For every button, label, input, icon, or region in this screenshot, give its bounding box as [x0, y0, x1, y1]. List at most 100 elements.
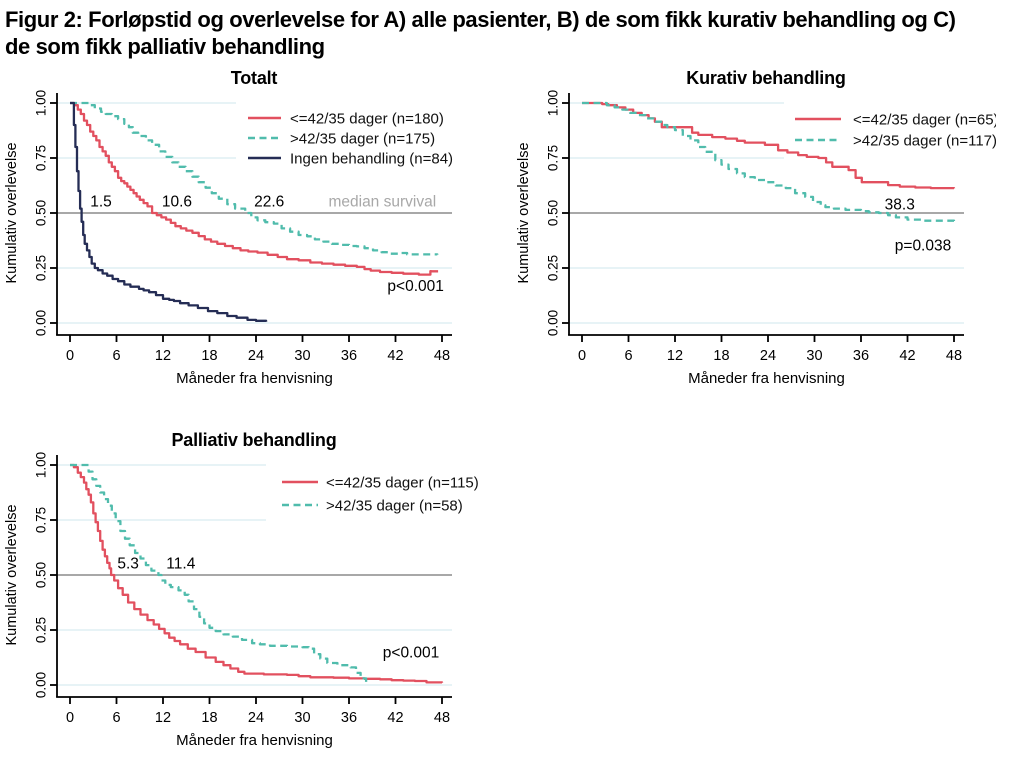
legend-label-0: <=42/35 dager (n=115): [326, 474, 479, 491]
annotation-0: 1.5: [90, 193, 112, 210]
y-tick-labels: 0.00 0.25 0.50 0.75 1.00: [34, 90, 49, 336]
svg-text:0.50: 0.50: [546, 200, 561, 226]
y-tick-labels: 0.00 0.25 0.50 0.75 1.00: [546, 90, 561, 336]
axes: [562, 93, 964, 342]
legend-background: [784, 98, 966, 164]
annotations: 38.3 p=0.038: [885, 197, 952, 255]
figure-title-line1: Figur 2: Forløpstid og overlevelse for A…: [5, 7, 956, 32]
svg-text:1.00: 1.00: [34, 90, 49, 116]
annotations: 5.3 11.4 p<0.001: [117, 555, 439, 661]
annotation-4: p<0.001: [387, 278, 443, 295]
svg-text:18: 18: [713, 348, 729, 364]
x-tick-labels: 0 6 12 18 24 30 36 42 48: [578, 348, 962, 364]
legend: <=42/35 dager (n=65) >42/35 dager (n=117): [795, 111, 996, 149]
svg-text:42: 42: [387, 710, 403, 726]
series-1-curve: [70, 463, 371, 684]
annotation-2: p<0.001: [383, 645, 439, 662]
panel-kurativ: 0.00 0.25 0.50 0.75 1.00 0 6 12 18 24 30 36 42 48 Måne…: [512, 56, 996, 396]
x-axis-label: Måneder fra henvisning: [176, 732, 333, 749]
x-axis-label: Måneder fra henvisning: [176, 370, 333, 387]
svg-text:0.25: 0.25: [34, 255, 49, 281]
panel-palliativ: 0.00 0.25 0.50 0.75 1.00 0 6 12 18 24 30 36 42 48 Måne…: [0, 418, 484, 758]
svg-text:24: 24: [760, 348, 776, 364]
svg-text:Kumulativ overlevelse: Kumulativ overlevelse: [516, 142, 532, 283]
x-axis-label: Måneder fra henvisning: [688, 370, 845, 387]
figure-title-line2: de som fikk palliativ behandling: [5, 34, 325, 59]
svg-text:0.75: 0.75: [546, 145, 561, 171]
svg-text:42: 42: [899, 348, 915, 364]
panel-totalt: 0.00 0.25 0.50 0.75 1.00 0 6 12 18 24 30 36 42 48 Måne…: [0, 56, 484, 396]
svg-text:48: 48: [434, 710, 450, 726]
svg-text:36: 36: [341, 710, 357, 726]
annotation-0: 5.3: [117, 555, 139, 572]
svg-text:0.50: 0.50: [34, 200, 49, 226]
annotation-1: 11.4: [166, 555, 195, 572]
svg-text:30: 30: [294, 710, 310, 726]
svg-text:Måneder fra henvisning: Måneder fra henvisning: [688, 370, 845, 387]
svg-text:0.50: 0.50: [34, 562, 49, 588]
y-axis-label: Kumulativ overlevelse: [4, 504, 20, 645]
svg-text:18: 18: [201, 710, 217, 726]
svg-text:0.00: 0.00: [34, 310, 49, 336]
series-1-curve: [582, 101, 956, 222]
svg-text:Kumulativ overlevelse: Kumulativ overlevelse: [4, 504, 20, 645]
y-axis-label: Kumulativ overlevelse: [4, 142, 20, 283]
survival-curves: [70, 463, 444, 684]
series-0-curve: [70, 101, 439, 276]
series-2-curve: [70, 101, 268, 322]
svg-text:12: 12: [155, 348, 171, 364]
chart-totalt: 0.00 0.25 0.50 0.75 1.00 0 6 12 18 24 30 36 42 48 Måne…: [4, 68, 454, 387]
svg-text:6: 6: [112, 348, 120, 364]
legend-label-1: >42/35 dager (n=175): [290, 130, 435, 147]
svg-text:36: 36: [853, 348, 869, 364]
annotation-3: median survival: [328, 193, 436, 210]
series-0-curve: [582, 101, 956, 190]
svg-text:Kumulativ overlevelse: Kumulativ overlevelse: [4, 142, 20, 283]
legend-label-1: >42/35 dager (n=58): [326, 497, 463, 514]
svg-text:42: 42: [387, 348, 403, 364]
svg-text:12: 12: [155, 710, 171, 726]
panel-title: Palliativ behandling: [171, 430, 336, 450]
x-tick-labels: 0 6 12 18 24 30 36 42 48: [66, 348, 450, 364]
x-tick-labels: 0 6 12 18 24 30 36 42 48: [66, 710, 450, 726]
figure-title: Figur 2: Forløpstid og overlevelse for A…: [5, 6, 1019, 60]
axes: [50, 93, 452, 342]
legend: <=42/35 dager (n=115) >42/35 dager (n=58): [282, 474, 479, 514]
svg-text:24: 24: [248, 710, 264, 726]
svg-text:1.00: 1.00: [34, 452, 49, 478]
svg-text:Måneder fra henvisning: Måneder fra henvisning: [176, 370, 333, 387]
annotation-1: 10.6: [162, 193, 192, 210]
y-tick-labels: 0.00 0.25 0.50 0.75 1.00: [34, 452, 49, 698]
panel-title: Kurativ behandling: [686, 68, 846, 88]
svg-text:0.25: 0.25: [546, 255, 561, 281]
survival-curves: [582, 101, 956, 222]
legend: <=42/35 dager (n=180) >42/35 dager (n=175…: [248, 110, 453, 167]
svg-text:0.25: 0.25: [34, 617, 49, 643]
legend-label-1: >42/35 dager (n=117): [853, 132, 996, 149]
svg-text:0: 0: [66, 348, 74, 364]
svg-text:0.75: 0.75: [34, 145, 49, 171]
chart-palliativ-behandling: 0.00 0.25 0.50 0.75 1.00 0 6 12 18 24 30 36 42 48 Måne…: [4, 430, 484, 749]
svg-text:30: 30: [294, 348, 310, 364]
svg-text:6: 6: [112, 710, 120, 726]
legend-label-0: <=42/35 dager (n=65): [853, 111, 996, 128]
svg-text:18: 18: [201, 348, 217, 364]
svg-text:48: 48: [946, 348, 962, 364]
svg-text:24: 24: [248, 348, 264, 364]
svg-text:36: 36: [341, 348, 357, 364]
annotation-0: 38.3: [885, 197, 915, 214]
series-1-curve: [70, 101, 439, 256]
gridlines: [569, 102, 964, 324]
legend-label-2: Ingen behandling (n=84): [290, 150, 453, 167]
annotation-2: 22.6: [254, 193, 284, 210]
legend-background: [236, 98, 454, 168]
series-0-curve: [70, 463, 444, 684]
svg-text:0: 0: [578, 348, 586, 364]
svg-text:6: 6: [624, 348, 632, 364]
annotation-1: p=0.038: [895, 237, 951, 254]
svg-text:0.00: 0.00: [34, 672, 49, 698]
legend-label-0: <=42/35 dager (n=180): [290, 110, 444, 127]
svg-text:30: 30: [806, 348, 822, 364]
chart-kurativ-behandling: 0.00 0.25 0.50 0.75 1.00 0 6 12 18 24 30 36 42 48 Måne…: [516, 68, 996, 387]
